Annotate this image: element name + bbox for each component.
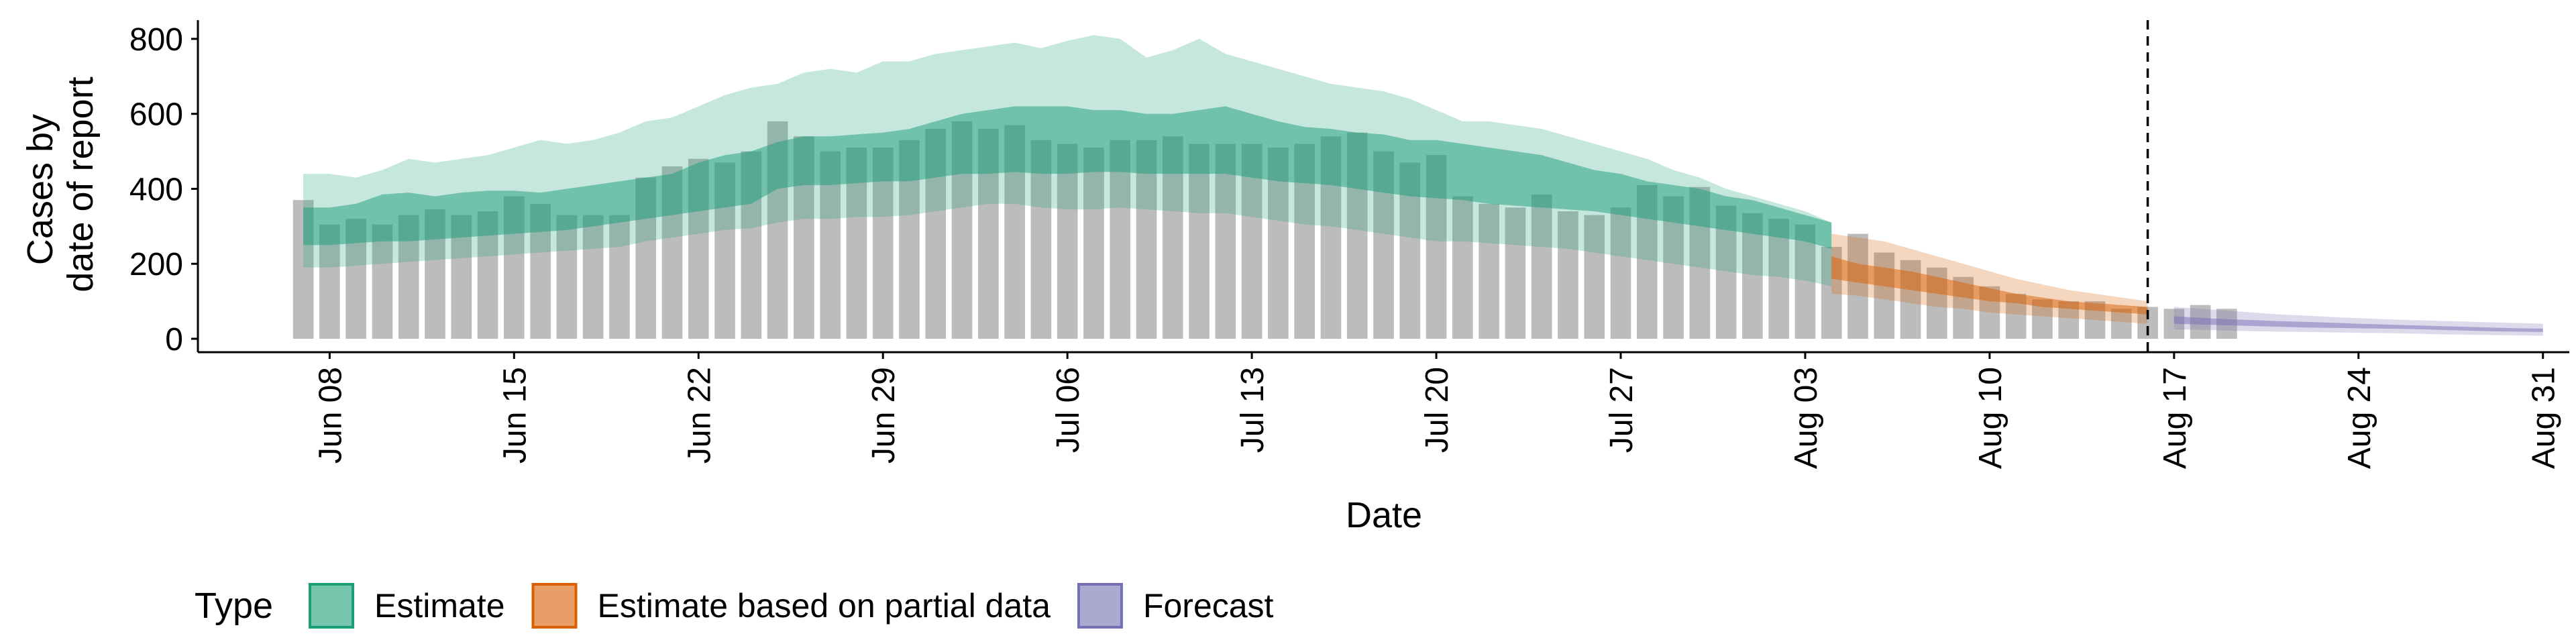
x-tick-label: Aug 24 [2342, 367, 2377, 469]
estimate-based-on-partial-data-outer-band [1831, 233, 2148, 324]
legend-swatch-estimate-based-on-partial-data [531, 583, 578, 629]
bar [582, 215, 604, 339]
bar [1847, 233, 1868, 339]
y-tick-label: 400 [129, 172, 183, 207]
x-axis-title: Date [1346, 495, 1422, 535]
y-tick-label: 0 [165, 322, 183, 358]
x-tick-label: Aug 10 [1973, 367, 2008, 469]
y-tick-label: 800 [129, 22, 183, 58]
legend-label-forecast: Forecast [1143, 587, 1274, 625]
x-tick-label: Jun 29 [866, 367, 902, 464]
bar [1189, 144, 1210, 339]
bar [609, 215, 630, 339]
bar [1110, 140, 1131, 339]
x-tick-label: Aug 17 [2157, 367, 2193, 469]
x-tick-label: Jul 27 [1604, 367, 1640, 453]
legend: Type Estimate Estimate based on partial da… [195, 583, 1274, 629]
bar [1794, 224, 1816, 339]
y-axis-title-line-1: Cases by [20, 114, 60, 265]
x-tick-label: Jul 20 [1419, 367, 1455, 453]
bar [372, 224, 393, 339]
x-tick-label: Jun 22 [682, 367, 717, 464]
bar [556, 215, 578, 339]
legend-swatch-estimate [309, 583, 354, 629]
x-tick-label: Jul 06 [1051, 367, 1086, 453]
legend-title: Type [195, 586, 273, 626]
y-axis-title-line-2: date of report [60, 76, 101, 292]
estimate-based-on-partial-data-inner-band [1831, 256, 2148, 315]
bar [1083, 148, 1104, 339]
forecast-inner-band [2174, 316, 2543, 332]
bar [1452, 196, 1473, 339]
bar [1610, 207, 1631, 339]
x-tick-label: Aug 31 [2526, 367, 2562, 469]
bar [1057, 144, 1078, 339]
bar [1505, 207, 1526, 339]
bar [1531, 194, 1552, 339]
y-tick-label: 600 [129, 97, 183, 133]
x-tick-label: Jun 15 [497, 367, 533, 464]
bar [1768, 219, 1789, 339]
bar [1558, 211, 1578, 339]
legend-swatch-forecast [1077, 583, 1123, 629]
x-tick-label: Jul 13 [1235, 367, 1271, 453]
bar [1215, 144, 1236, 339]
bar [1584, 215, 1605, 339]
y-tick-label: 200 [129, 247, 183, 282]
x-tick-label: Jun 08 [313, 367, 348, 464]
legend-label-estimate-based-on-partial-data: Estimate based on partial data [598, 587, 1051, 625]
bar [2110, 309, 2132, 339]
x-tick-label: Aug 03 [1788, 367, 1824, 469]
ribbons-layer [303, 35, 2543, 336]
estimate-inner-band [303, 106, 1832, 249]
axes-layer: 0 200 400 600 800 Jun 08 Jun 15 Jun 22 Jun 29 Jul… [129, 20, 2569, 469]
legend-label-estimate: Estimate [374, 587, 505, 625]
bar [1479, 203, 1499, 339]
y-axis-title: Cases by date of report [20, 76, 101, 292]
